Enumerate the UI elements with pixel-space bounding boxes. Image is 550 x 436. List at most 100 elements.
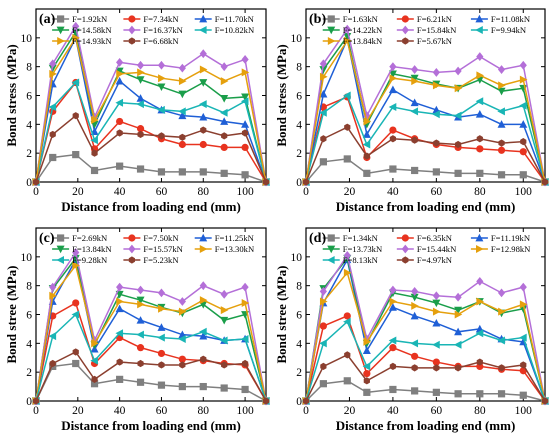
legend-label: F=2.69kN — [72, 233, 108, 243]
legend-label: F=7.34kN — [143, 14, 179, 24]
data-point — [411, 352, 419, 360]
x-tick-label: 20 — [344, 405, 356, 417]
legend-marker — [401, 25, 409, 35]
data-point — [454, 327, 463, 336]
data-point — [343, 268, 352, 277]
series-line — [305, 380, 546, 402]
legend-label: F=14.22kN — [343, 25, 383, 35]
data-point — [72, 299, 80, 307]
legend-label: F=10.82kN — [215, 25, 255, 35]
data-point — [454, 84, 463, 93]
data-point — [199, 79, 208, 87]
legend: F=1.92kN F=7.34kN F=11.70kN F=14.58kN F=16.3… — [52, 14, 255, 46]
data-point — [411, 387, 419, 395]
data-point — [49, 282, 57, 292]
legend-marker — [199, 26, 207, 34]
data-point — [433, 139, 440, 147]
data-point — [90, 356, 98, 365]
legend-item: F=13.30kN — [194, 244, 255, 254]
legend-label: F=6.21kN — [417, 14, 453, 24]
legend-marker — [327, 37, 336, 45]
data-point — [241, 93, 250, 102]
data-point — [49, 359, 56, 368]
data-point — [137, 300, 145, 309]
data-point — [411, 364, 418, 372]
legend-item: F=6.68kN — [123, 36, 179, 46]
data-point — [388, 70, 397, 79]
legend-marker — [199, 233, 208, 242]
data-point — [136, 76, 145, 84]
x-tick-label: 80 — [198, 186, 210, 198]
data-point — [475, 97, 484, 106]
data-point — [220, 306, 229, 315]
data-point — [410, 74, 419, 83]
data-point — [389, 62, 397, 72]
data-point — [157, 83, 166, 92]
data-point — [302, 397, 310, 405]
data-point — [363, 169, 371, 177]
data-point — [454, 390, 462, 398]
data-point — [116, 117, 124, 126]
data-point — [343, 24, 351, 34]
legend-marker — [475, 26, 483, 34]
legend-item: F=11.25kN — [194, 233, 255, 243]
legend-item: F=7.34kN — [123, 14, 179, 24]
data-point — [115, 329, 124, 338]
data-point — [389, 297, 398, 306]
data-point — [432, 81, 441, 90]
panel-label: (a) — [39, 12, 56, 27]
series-F=16.37kN — [32, 21, 270, 187]
data-point — [199, 327, 207, 336]
legend-label: F=15.84kN — [417, 25, 457, 35]
data-point — [200, 126, 207, 134]
data-point — [454, 364, 462, 372]
data-point — [72, 21, 80, 31]
data-point — [362, 130, 371, 138]
x-tick-label: 80 — [474, 405, 486, 417]
data-point — [136, 378, 145, 386]
data-point — [199, 65, 208, 74]
legend-label: F=13.30kN — [215, 244, 255, 254]
data-point — [389, 74, 398, 83]
data-point — [241, 298, 250, 307]
data-point — [319, 89, 328, 98]
data-point — [178, 307, 187, 316]
data-point — [241, 359, 249, 368]
legend-item: F=1.34kN — [322, 233, 379, 243]
data-point — [343, 317, 351, 326]
data-point — [476, 135, 483, 143]
data-point — [432, 388, 440, 396]
y-axis-title: Bond stress (MPa) — [274, 44, 289, 146]
data-point — [241, 143, 249, 151]
x-axis-title: Distance from loading end (mm) — [336, 199, 516, 214]
x-tick-label: 40 — [114, 405, 126, 417]
legend-label: F=11.25kN — [215, 233, 255, 243]
data-point — [179, 361, 186, 369]
legend-item: F=15.57kN — [123, 244, 184, 254]
data-point — [363, 117, 372, 126]
legend-label: F=9.28kN — [72, 255, 108, 265]
data-point — [475, 329, 484, 338]
data-point — [90, 166, 99, 175]
data-point — [498, 307, 506, 316]
x-tick-label: 40 — [114, 186, 126, 198]
data-point — [199, 140, 207, 149]
data-point — [179, 133, 186, 141]
data-point — [116, 69, 124, 78]
data-point — [519, 120, 528, 128]
data-point — [178, 111, 187, 120]
data-point — [157, 60, 166, 70]
data-point — [302, 178, 310, 186]
legend-item: F=5.23kN — [123, 255, 179, 265]
legend-label: F=13.73kN — [343, 244, 383, 254]
legend-item: F=2.69kN — [52, 233, 108, 243]
data-point — [157, 333, 165, 342]
data-point — [519, 60, 527, 70]
data-point — [178, 90, 187, 99]
data-point — [200, 355, 207, 363]
data-point — [432, 299, 441, 308]
legend-item: F=13.73kN — [322, 244, 383, 254]
data-point — [49, 153, 57, 162]
data-point — [410, 98, 419, 107]
